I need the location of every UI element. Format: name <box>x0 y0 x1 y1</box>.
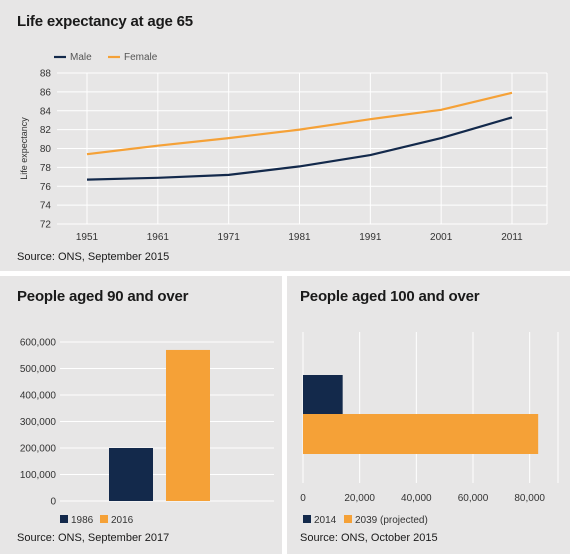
y-tick-label: 84 <box>40 106 52 117</box>
chart-source: Source: ONS, October 2015 <box>300 532 438 544</box>
aged-90-panel: People aged 90 and over 0 100,000 200,000 3… <box>0 276 282 554</box>
x-tick-label: 2011 <box>501 232 523 243</box>
x-tick-label: 20,000 <box>344 493 375 504</box>
bar-2016 <box>166 349 210 501</box>
y-tick-label: 72 <box>40 220 52 231</box>
legend-swatch <box>344 515 352 523</box>
life-expectancy-chart: 72 74 76 78 80 82 84 86 88 1951 1961 1971 1981 1991 20… <box>19 52 548 243</box>
y-tick-label: 100,000 <box>20 470 57 481</box>
y-tick-label: 80 <box>40 144 52 155</box>
legend-swatch <box>303 515 311 523</box>
x-tick-label: 1981 <box>288 232 311 243</box>
x-tick-label: 80,000 <box>514 493 545 504</box>
series-line-female <box>86 91 513 156</box>
aged-100-panel: People aged 100 and over 0 20,000 40,000 60… <box>287 276 570 554</box>
bar-2039 (projected) <box>303 414 539 454</box>
bar-1986 <box>109 448 153 501</box>
bar-2014 <box>303 375 343 414</box>
x-tick-label: 1971 <box>218 232 241 243</box>
legend-swatch <box>60 515 68 523</box>
legend-swatch <box>100 515 108 523</box>
y-tick-label: 86 <box>40 87 52 98</box>
series-line-male <box>86 116 513 181</box>
y-tick-label: 0 <box>50 497 56 508</box>
chart-source: Source: ONS, September 2015 <box>17 251 170 263</box>
x-tick-label: 0 <box>300 493 306 504</box>
legend-label: 2014 <box>314 515 337 526</box>
chart-source: Source: ONS, September 2017 <box>17 532 170 544</box>
legend-label: Female <box>124 52 158 63</box>
y-tick-label: 200,000 <box>20 444 57 455</box>
x-tick-label: 1961 <box>147 232 170 243</box>
chart-title: People aged 90 and over <box>17 288 189 305</box>
legend-label: Male <box>70 52 92 63</box>
x-tick-label: 2001 <box>430 232 453 243</box>
legend-label: 1986 <box>71 515 94 526</box>
aged-100-chart: 0 20,000 40,000 60,000 80,000 2014 2039 (proje… <box>300 332 559 526</box>
y-tick-label: 300,000 <box>20 417 57 428</box>
x-tick-label: 1951 <box>76 232 99 243</box>
y-tick-label: 600,000 <box>20 338 57 349</box>
chart-title: Life expectancy at age 65 <box>17 13 193 30</box>
y-tick-label: 78 <box>40 163 52 174</box>
life-expectancy-panel: Life expectancy at age 65 72 74 76 78 80 82 84… <box>0 0 570 271</box>
x-tick-label: 60,000 <box>458 493 489 504</box>
x-tick-label: 1991 <box>359 232 382 243</box>
x-tick-label: 40,000 <box>401 493 432 504</box>
y-tick-label: 500,000 <box>20 364 57 375</box>
legend-label: 2039 (projected) <box>355 515 428 526</box>
aged-90-chart: 0 100,000 200,000 300,000 400,000 500,000 600,… <box>20 338 274 526</box>
y-tick-label: 74 <box>40 201 52 212</box>
y-tick-label: 82 <box>40 125 52 136</box>
chart-title: People aged 100 and over <box>300 288 480 305</box>
y-tick-label: 88 <box>40 69 52 80</box>
y-tick-label: 76 <box>40 182 52 193</box>
y-tick-label: 400,000 <box>20 391 57 402</box>
y-axis-label: Life expectancy <box>19 117 29 180</box>
legend-label: 2016 <box>111 515 134 526</box>
